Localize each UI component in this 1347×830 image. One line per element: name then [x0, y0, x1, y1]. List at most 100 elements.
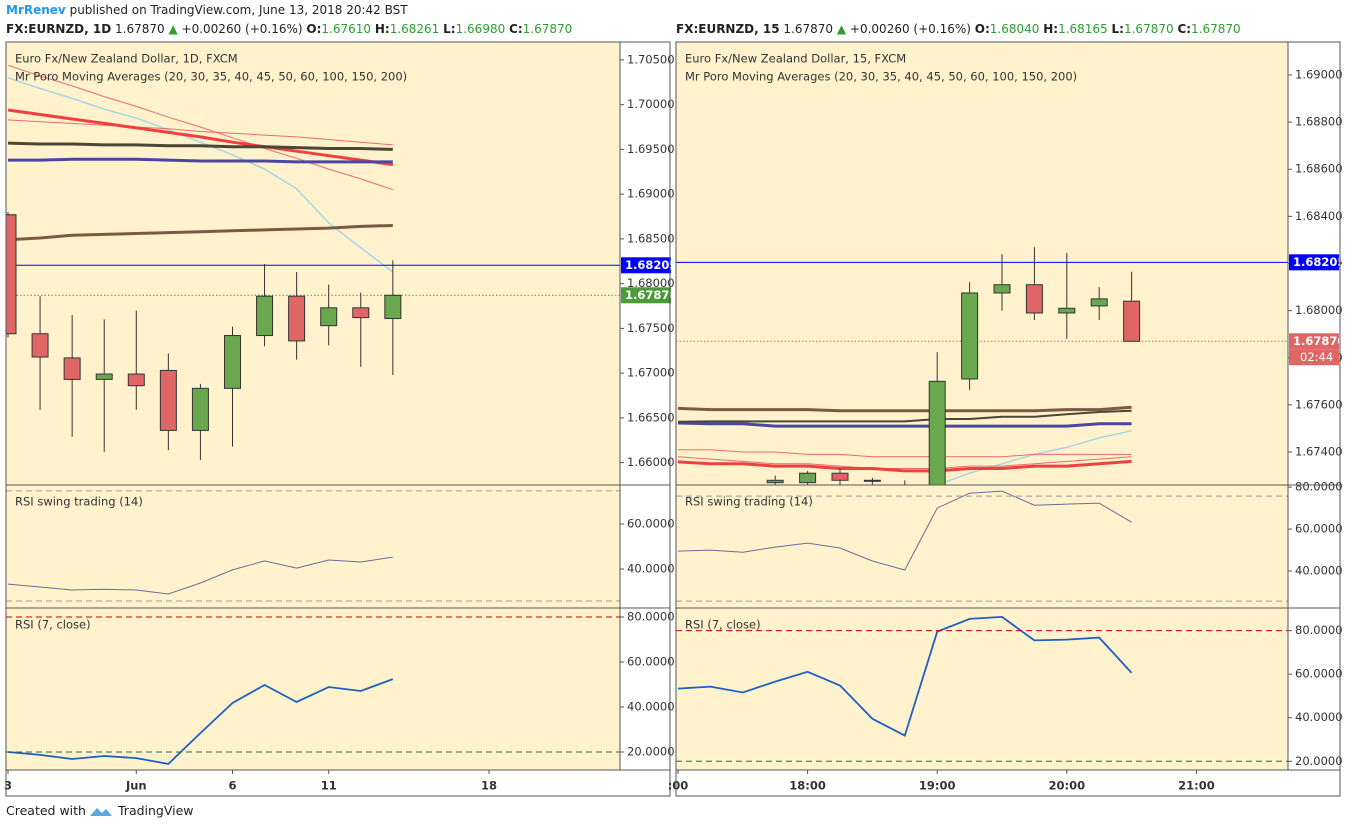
h-key: H:: [1043, 22, 1059, 36]
y-tick-label: 1.68000: [1295, 303, 1343, 317]
panel-title: Euro Fx/New Zealand Dollar, 15, FXCM: [685, 52, 906, 66]
moving-average: [7, 108, 394, 167]
c-key: C:: [509, 22, 523, 36]
c-val: 1.67870: [1191, 22, 1241, 36]
price-box: [621, 287, 671, 304]
countdown-box: [1289, 349, 1339, 366]
y-tick-label: 1.66000: [627, 455, 675, 469]
plot: [676, 615, 1288, 762]
y-tick-label: 60.0000: [627, 655, 675, 669]
moving-average: [7, 64, 393, 191]
price-label: 1.68205: [1293, 255, 1345, 269]
candle-body: [1025, 284, 1043, 314]
change: +0.00260 (+0.16%): [181, 22, 303, 36]
candle-body: [993, 284, 1011, 294]
candle-body: [1123, 300, 1141, 342]
moving-average: [677, 421, 1132, 428]
x-tick-label: 19:00: [919, 779, 956, 793]
candle-body: [1058, 307, 1076, 314]
axis-bg: [620, 608, 670, 770]
x-axis-border: [675, 769, 1341, 797]
candle-body: [159, 369, 177, 431]
last: 1.67870: [115, 22, 165, 36]
candle-body: [799, 472, 817, 484]
y-tick-label: 40.0000: [627, 562, 675, 576]
panel-subtitle: Mr Poro Moving Averages (20, 30, 35, 40,…: [685, 70, 1077, 84]
indicator-line: [677, 615, 1133, 737]
y-tick-label: 1.68800: [1295, 115, 1343, 129]
h-key: H:: [374, 22, 390, 36]
symbol: FX:EURNZD, 1D: [6, 22, 112, 36]
x-tick-label: 11: [321, 779, 337, 793]
candle-body: [831, 472, 849, 481]
panel-bg: [6, 42, 620, 485]
symbol: FX:EURNZD, 15: [676, 22, 780, 36]
indicator-line: [7, 556, 393, 595]
l-key: L:: [1111, 22, 1124, 36]
candle-body: [384, 294, 402, 320]
candle-body: [961, 292, 979, 380]
panel-title: RSI (7, close): [685, 618, 761, 632]
price-label: 1.67870: [1293, 334, 1345, 348]
panel-bg: [676, 608, 1288, 770]
y-tick-label: 1.68000: [627, 276, 675, 290]
author[interactable]: MrRenev: [6, 3, 66, 17]
candle-body: [127, 373, 145, 387]
o-val: 1.68040: [989, 22, 1040, 36]
countdown: 02:44: [1300, 350, 1333, 364]
y-tick-label: 1.67000: [627, 366, 675, 380]
x-tick-label: Jun: [125, 779, 147, 793]
y-tick-label: 1.70500: [627, 52, 675, 66]
brand[interactable]: TradingView: [118, 803, 194, 818]
x-tick-label: 21:00: [1178, 779, 1215, 793]
price-label: 1.68205: [625, 258, 677, 272]
c-key: C:: [1177, 22, 1192, 36]
candle-body: [863, 479, 881, 482]
candle-body: [31, 333, 49, 358]
y-tick-label: 40.0000: [1295, 564, 1343, 578]
y-tick-label: 1.70000: [627, 97, 675, 111]
moving-average: [678, 449, 1132, 458]
y-tick-label: 60.0000: [1295, 522, 1343, 536]
o-val: 1.67610: [321, 22, 372, 36]
o-key: O:: [306, 22, 322, 36]
moving-average: [677, 459, 1132, 473]
axis-bg: [1288, 608, 1340, 770]
candle-body: [191, 387, 209, 431]
y-tick-label: 80.0000: [627, 610, 675, 624]
moving-average: [7, 224, 393, 242]
panel-bg: [6, 608, 620, 770]
y-tick-label: 1.68600: [1295, 162, 1343, 176]
candle-body: [256, 295, 274, 337]
l-val: 1.66980: [455, 22, 506, 36]
axis-bg: [620, 485, 670, 608]
x-tick-label: :00: [668, 779, 689, 793]
candle-body: [223, 335, 241, 389]
up-arrow: ▲: [168, 22, 178, 36]
candle-body: [63, 357, 81, 380]
price-box: [621, 257, 671, 274]
moving-average: [7, 141, 393, 151]
candle-body: [6, 214, 17, 335]
y-tick-label: 1.67500: [627, 321, 675, 335]
y-tick-label: 40.0000: [1295, 710, 1343, 724]
moving-average: [677, 456, 1132, 469]
candle-body: [766, 479, 784, 484]
up-arrow: ▲: [836, 22, 847, 36]
price-box: [1289, 254, 1339, 271]
candle-body: [288, 295, 306, 342]
h-val: 1.68261: [389, 22, 440, 36]
created-with: Created with: [6, 803, 86, 818]
publish-line: MrRenev published on TradingView.com, Ju…: [6, 3, 408, 17]
y-tick-label: 1.67400: [1295, 445, 1343, 459]
moving-average: [8, 157, 393, 164]
moving-average: [677, 405, 1132, 413]
y-tick-label: 1.67600: [1295, 397, 1343, 411]
moving-average: [7, 119, 393, 146]
symbol-line: FX:EURNZD, 15 1.67870 ▲ +0.00260 (+0.16%…: [676, 22, 1241, 36]
indicator-line: [7, 678, 394, 765]
x-axis-border: [5, 769, 671, 797]
panel-subtitle: Mr Poro Moving Averages (20, 30, 35, 40,…: [15, 70, 407, 84]
